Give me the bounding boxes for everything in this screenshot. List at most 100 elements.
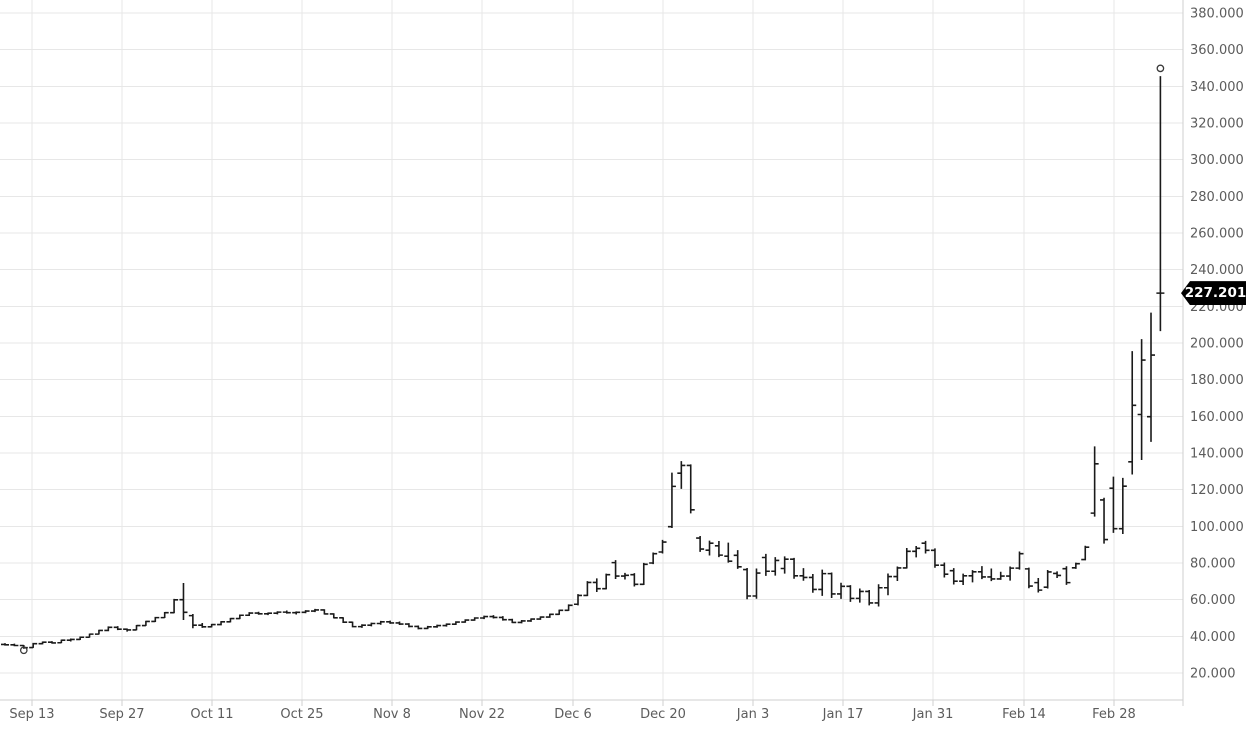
ohlc-bar bbox=[1156, 76, 1165, 332]
ohlc-bar bbox=[170, 598, 179, 614]
ohlc-bar bbox=[1100, 497, 1109, 544]
ohlc-bar bbox=[1081, 545, 1090, 561]
ohlc-bar bbox=[930, 548, 939, 568]
y-axis-label: 260.000 bbox=[1190, 227, 1244, 242]
y-axis-label: 100.000 bbox=[1190, 520, 1244, 535]
ohlc-bar bbox=[498, 616, 507, 621]
ohlc-bar bbox=[1015, 551, 1024, 570]
ohlc-bar bbox=[301, 610, 310, 614]
ohlc-bar bbox=[855, 588, 864, 603]
ohlc-bar bbox=[357, 624, 366, 628]
ohlc-bar bbox=[968, 570, 977, 583]
y-axis-label: 380.000 bbox=[1190, 7, 1244, 22]
ohlc-bar bbox=[1043, 569, 1052, 589]
current-price-tag: 227.201 bbox=[1181, 281, 1246, 306]
ohlc-bar bbox=[658, 539, 667, 554]
ohlc-bar bbox=[893, 566, 902, 581]
ohlc-bar bbox=[1109, 476, 1118, 533]
ohlc-bar bbox=[574, 594, 583, 606]
x-axis-label: Sep 13 bbox=[9, 707, 54, 722]
y-axis-label: 200.000 bbox=[1190, 337, 1244, 352]
ohlc-bar bbox=[10, 643, 19, 647]
ohlc-bar bbox=[686, 464, 695, 514]
ohlc-bar bbox=[743, 567, 752, 600]
y-axis-label: 280.000 bbox=[1190, 190, 1244, 205]
ohlc-bar bbox=[545, 613, 554, 618]
ohlc-bar bbox=[480, 615, 489, 620]
ohlc-bar bbox=[442, 623, 451, 627]
ohlc-bar bbox=[808, 574, 817, 593]
ohlc-bar bbox=[217, 621, 226, 626]
ohlc-bar bbox=[1, 643, 9, 646]
ohlc-bar bbox=[630, 573, 639, 587]
ohlc-bar bbox=[620, 572, 629, 580]
ohlc-bar bbox=[1147, 312, 1156, 442]
ohlc-bar bbox=[940, 562, 949, 578]
ohlc-bar bbox=[132, 624, 141, 631]
ohlc-bar bbox=[264, 612, 273, 616]
ohlc-bar bbox=[1006, 566, 1015, 581]
ohlc-bar bbox=[339, 617, 348, 624]
y-axis-label: 140.000 bbox=[1190, 447, 1244, 462]
ohlc-bar bbox=[818, 569, 827, 596]
ohlc-bar bbox=[517, 620, 526, 624]
ohlc-bar bbox=[1090, 446, 1099, 517]
ohlc-bar bbox=[752, 568, 761, 599]
x-axis-label: Oct 25 bbox=[280, 707, 323, 722]
y-axis-label: 180.000 bbox=[1190, 373, 1244, 388]
ohlc-bar bbox=[508, 618, 517, 624]
ohlc-bar bbox=[461, 619, 470, 623]
ohlc-bar bbox=[555, 609, 564, 616]
ohlc-bar bbox=[827, 572, 836, 599]
x-axis-label: Oct 11 bbox=[190, 707, 233, 722]
ohlc-bar bbox=[874, 584, 883, 607]
ohlc-bar bbox=[47, 641, 56, 644]
ohlc-bar bbox=[780, 556, 789, 574]
ohlc-bar bbox=[1062, 566, 1071, 585]
ohlc-bar bbox=[977, 566, 986, 580]
ohlc-bar bbox=[29, 642, 38, 649]
ohlc-bar bbox=[179, 582, 188, 621]
ohlc-bar bbox=[66, 638, 75, 642]
ohlc-bar bbox=[451, 621, 460, 626]
ohlc-bar bbox=[902, 547, 911, 569]
ohlc-bar bbox=[1071, 562, 1080, 569]
y-axis-label: 120.000 bbox=[1190, 483, 1244, 498]
ohlc-bar bbox=[799, 568, 808, 581]
ohlc-bar bbox=[226, 617, 235, 623]
ohlc-bar bbox=[104, 626, 113, 632]
ohlc-bar bbox=[639, 562, 648, 586]
ohlc-bar bbox=[367, 622, 376, 627]
ohlc-bar bbox=[188, 613, 197, 629]
ohlc-bar bbox=[198, 622, 207, 628]
ohlc-bar bbox=[536, 616, 545, 620]
ohlc-bar bbox=[292, 611, 301, 615]
ohlc-bar bbox=[667, 472, 676, 528]
ohlc-bar bbox=[1137, 339, 1146, 460]
ohlc-bar bbox=[1128, 351, 1137, 475]
ohlc-bar bbox=[414, 625, 423, 630]
x-axis-label: Jan 3 bbox=[736, 707, 769, 722]
y-axis-label: 360.000 bbox=[1190, 43, 1244, 58]
ohlc-bar bbox=[696, 536, 705, 552]
ohlc-bar bbox=[254, 611, 263, 615]
ohlc-bar bbox=[949, 568, 958, 585]
event-marker-icon bbox=[1156, 64, 1165, 73]
y-axis-label: 60.000 bbox=[1190, 593, 1236, 608]
ohlc-bar bbox=[883, 573, 892, 596]
ohlc-bar bbox=[310, 608, 319, 613]
x-axis-label: Feb 14 bbox=[1002, 707, 1046, 722]
ohlc-bar bbox=[404, 623, 413, 628]
ohlc-bar bbox=[564, 604, 573, 612]
y-axis-label: 340.000 bbox=[1190, 80, 1244, 95]
ohlc-bar bbox=[395, 621, 404, 625]
ohlc-bar bbox=[245, 612, 254, 617]
current-price-value: 227.201 bbox=[1184, 285, 1246, 302]
ohlc-bar bbox=[592, 578, 601, 592]
ohlc-bar bbox=[94, 629, 103, 635]
ohlc-bar bbox=[724, 542, 733, 563]
ohlc-bar bbox=[705, 540, 714, 556]
ohlc-bar bbox=[235, 614, 244, 620]
